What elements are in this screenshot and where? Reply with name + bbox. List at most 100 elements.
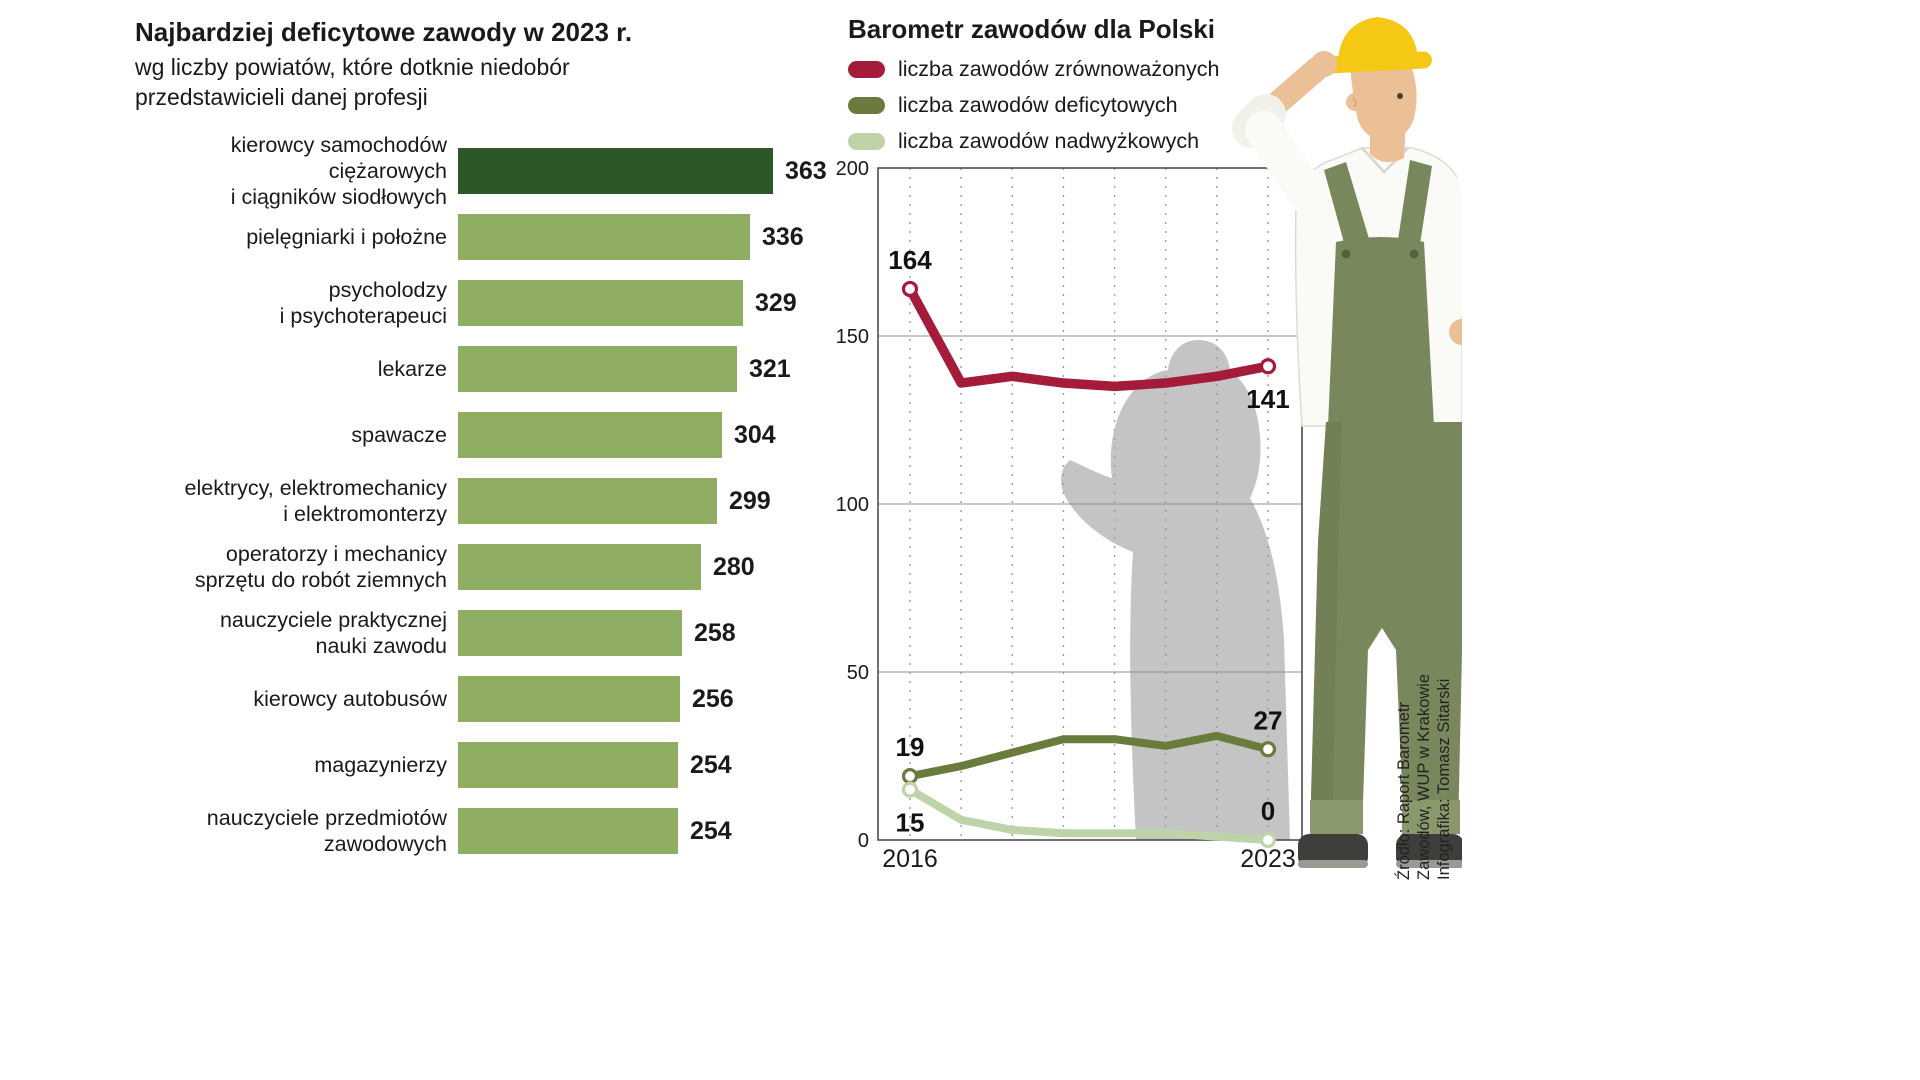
bar <box>458 808 678 854</box>
data-label: 164 <box>888 245 932 275</box>
bar <box>458 214 750 260</box>
worker-shadow <box>1061 340 1290 840</box>
bar <box>458 610 682 656</box>
bar-category-label: kierowcy samochodów ciężarowych i ciągni… <box>230 133 447 209</box>
legend-swatch <box>848 61 885 78</box>
data-point-marker <box>901 768 919 785</box>
legend-label: liczba zawodów zrównoważonych <box>898 57 1220 81</box>
trouser-cuff-right <box>1402 800 1460 834</box>
y-tick-label: 50 <box>847 662 869 684</box>
series-line-2 <box>906 785 1272 844</box>
barometer-chart-title: Barometr zawodów dla Polski <box>848 14 1215 44</box>
bar-value: 336 <box>762 222 804 251</box>
overall-trousers <box>1310 422 1462 834</box>
bar-row: nauczyciele praktycznej nauki zawodu 258 <box>135 608 827 658</box>
trouser-cuff-left <box>1310 800 1363 834</box>
legend-swatch <box>848 97 885 114</box>
bar-category-label: psycholodzy i psychoterapeuci <box>279 278 447 328</box>
bar-value: 321 <box>749 354 791 383</box>
bar-row: kierowcy samochodów ciężarowych i ciągni… <box>135 133 827 209</box>
bar-value: 329 <box>755 288 797 317</box>
source-credit: Źródło: Raport Barometr Zawodów, WUP w K… <box>1394 612 1454 880</box>
plot-border <box>877 167 1303 841</box>
bar-value: 254 <box>690 816 732 845</box>
bar-value: 299 <box>729 486 771 515</box>
hard-hat-brim <box>1320 51 1432 74</box>
data-label: 27 <box>1254 705 1283 735</box>
bar-value: 363 <box>785 156 827 185</box>
bar-row: pielęgniarki i położne 336 <box>135 214 827 260</box>
bar-category-label: magazynierzy <box>314 753 447 777</box>
bar-row: lekarze 321 <box>135 346 827 392</box>
bar <box>458 544 701 590</box>
bar-category-label: kierowcy autobusów <box>253 687 447 711</box>
bar <box>458 412 722 458</box>
barometer-line-chart: 0 50 100 150 200 2016 2023 164 141 19 15 27 0 <box>836 160 1303 873</box>
source-line-2: Zawodów, WUP w Krakowie <box>1415 673 1433 880</box>
data-point-marker <box>1259 831 1277 849</box>
deficit-chart-header: Najbardziej deficytowe zawody w 2023 r. … <box>135 16 855 112</box>
worker-hand-on-hat <box>1311 51 1337 77</box>
deficit-chart-title: Najbardziej deficytowe zawody w 2023 r. <box>135 17 633 47</box>
bar <box>458 280 743 326</box>
bar-category-label: lekarze <box>377 357 447 381</box>
bar <box>458 478 717 524</box>
y-tick-label: 100 <box>836 494 869 516</box>
source-line-3: Infografika: Tomasz Sitarski <box>1435 678 1453 880</box>
bar-value: 256 <box>692 684 734 713</box>
y-tick-label: 0 <box>858 830 869 852</box>
bar-category-label: operatorzy i mechanicy sprzętu do robót … <box>194 542 447 592</box>
worker-face <box>1350 66 1417 140</box>
data-point-marker <box>1259 741 1277 758</box>
overall-button-right <box>1409 249 1419 259</box>
data-label: 141 <box>1246 384 1289 414</box>
worker-right-sleeve <box>1245 111 1335 225</box>
line-plot-group: 0 50 100 150 200 2016 2023 164 141 19 15 27 0 <box>836 160 1303 873</box>
legend-swatch <box>848 133 885 150</box>
bar <box>458 148 773 194</box>
bar-row: psycholodzy i psychoterapeuci 329 <box>135 278 827 328</box>
bar-value: 304 <box>734 420 776 449</box>
shoe-left-sole <box>1298 860 1368 868</box>
data-point-marker <box>901 280 919 298</box>
data-point-marker <box>901 781 919 798</box>
data-point-marker <box>1259 358 1277 375</box>
bar-category-label: nauczyciele praktycznej nauki zawodu <box>219 608 447 658</box>
shoe-right <box>1396 834 1462 868</box>
overall-bib <box>1328 237 1434 426</box>
bar-value: 254 <box>690 750 732 779</box>
bar-value: 258 <box>694 618 736 647</box>
data-label: 0 <box>1261 796 1275 826</box>
bar <box>458 742 678 788</box>
overall-button-left <box>1341 249 1351 259</box>
overall-strap-left <box>1324 162 1370 250</box>
ear-line <box>1352 97 1357 108</box>
deficit-chart-subtitle: wg liczby powiatów, które dotknie niedob… <box>135 54 570 110</box>
bar-row: elektrycy, elektromechanicy i elektromon… <box>135 476 827 526</box>
bar-category-label: elektrycy, elektromechanicy i elektromon… <box>184 476 447 526</box>
bar-category-label: nauczyciele przedmiotów zawodowych <box>206 806 447 856</box>
worker-left-sleeve <box>1424 170 1462 316</box>
x-tick-label: 2023 <box>1240 845 1296 873</box>
bar-category-label: spawacze <box>351 423 447 447</box>
bar-row: nauczyciele przedmiotów zawodowych 254 <box>135 806 827 856</box>
worker-eye <box>1397 93 1403 99</box>
source-line-1: Źródło: Raport Barometr <box>1395 702 1413 880</box>
worker-illustration <box>1232 17 1462 868</box>
bar <box>458 676 680 722</box>
data-label: 15 <box>896 808 925 838</box>
worker-left-hand <box>1449 319 1462 345</box>
x-tick-label: 2016 <box>882 845 938 873</box>
y-tick-label: 150 <box>836 326 869 348</box>
hard-hat-dome <box>1338 17 1418 62</box>
bar-row: operatorzy i mechanicy sprzętu do robót … <box>135 542 827 592</box>
data-label: 19 <box>896 732 925 762</box>
bar-value: 280 <box>713 552 755 581</box>
shoe-left <box>1298 834 1368 868</box>
bar-row: spawacze 304 <box>135 412 827 458</box>
bar-rows: kierowcy samochodów ciężarowych i ciągni… <box>135 133 827 856</box>
trouser-shading <box>1310 422 1342 834</box>
legend: liczba zawodów zrównoważonych liczba zawo… <box>848 57 1219 154</box>
overall-strap-right <box>1398 160 1432 244</box>
legend-item: liczba zawodów deficytowych <box>848 93 1219 118</box>
